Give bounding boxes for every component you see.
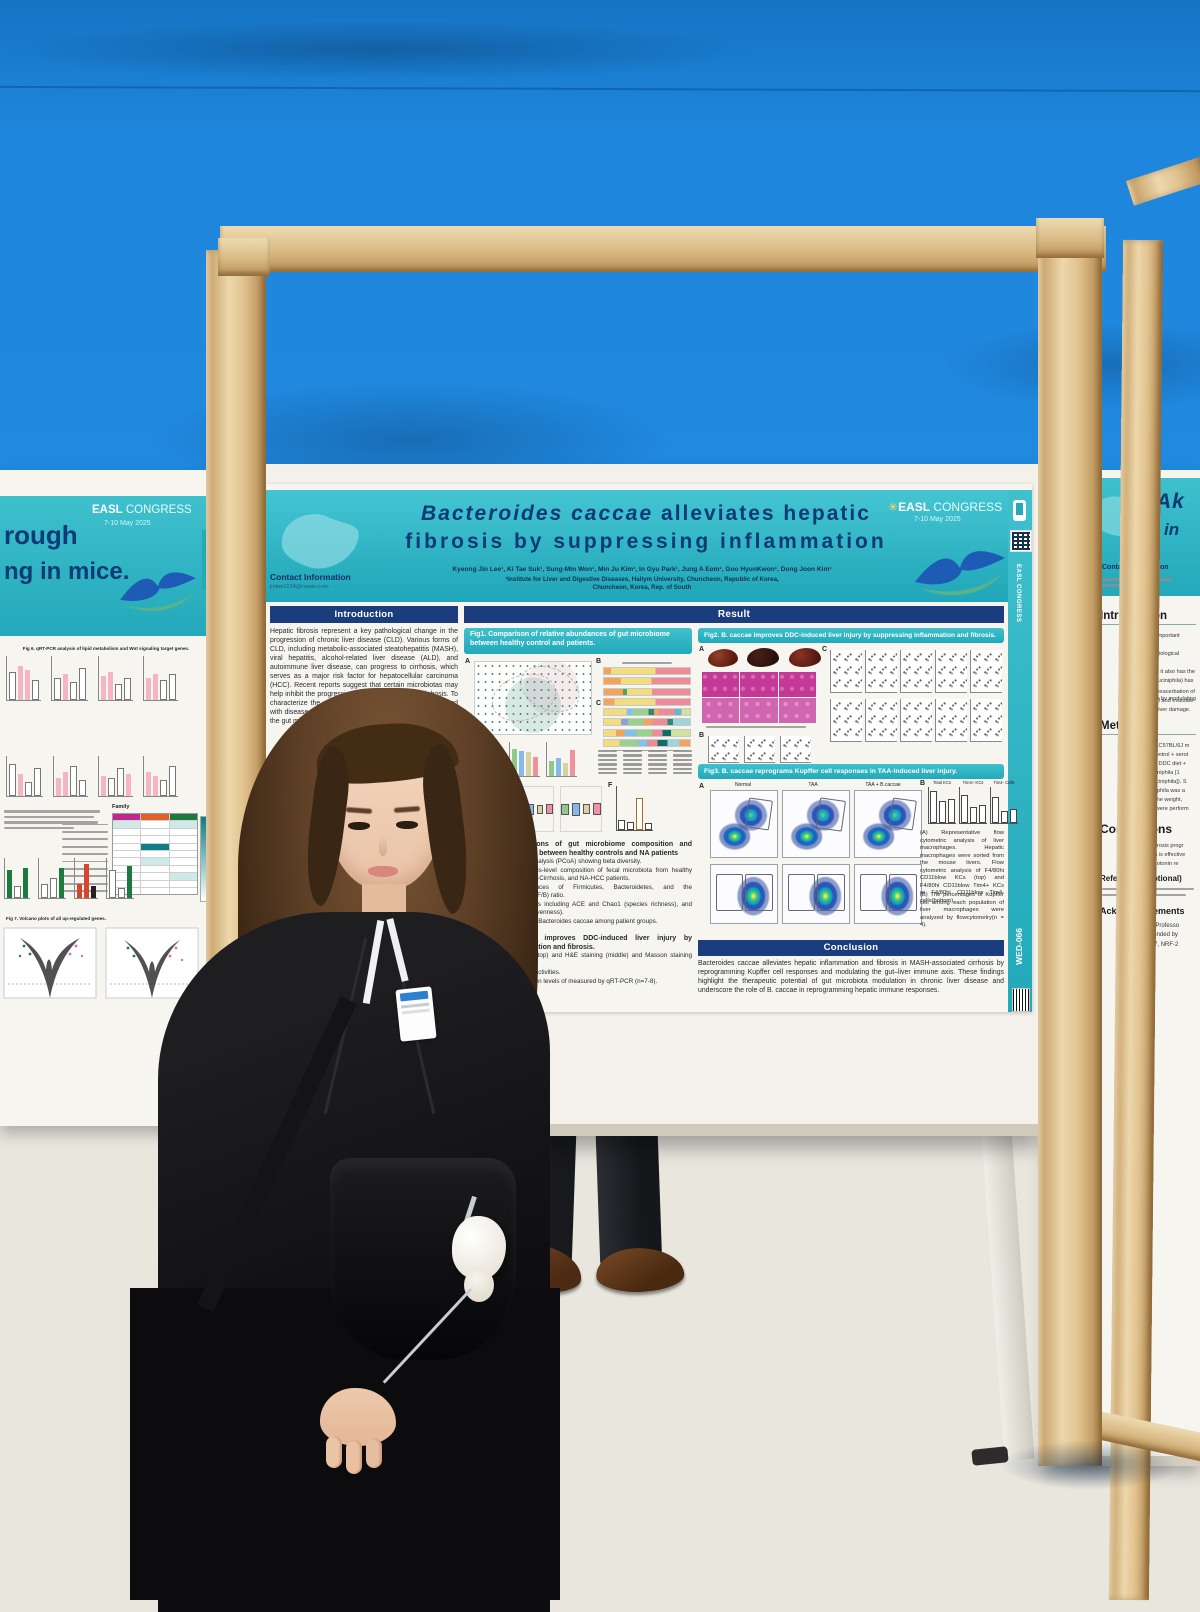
- fig3-panel-a-letter: A: [699, 783, 705, 790]
- fig2-panel-c-letter: C: [822, 646, 828, 653]
- easl-bird-logo: [915, 551, 1005, 596]
- conference-badge: [395, 986, 437, 1042]
- fig3-group-label-2: TAA: [808, 782, 818, 788]
- liver-watermark-icon: [281, 514, 359, 569]
- fig3-caption-b: (B) The percentages of Kupffer cell amon…: [920, 892, 1004, 929]
- poster-authors: Kyeong Jin Lee¹, Ki Tae Suk¹, Sung-Min W…: [452, 566, 832, 573]
- finger: [366, 1438, 382, 1468]
- left-eye: [348, 822, 370, 830]
- left-poster-board: EASL CONGRESS 7-10 May 2025 rough ng in …: [0, 470, 216, 1126]
- fig1-pcoa-plot: [474, 656, 592, 735]
- introduction-header: Introduction: [270, 606, 458, 623]
- left-poster-title-frag2: ng in mice.: [4, 558, 130, 585]
- fig2-panel-a-letter: A: [699, 646, 705, 653]
- stand-front-right-post: [1038, 226, 1102, 1466]
- fig3-kc-bars: Total KCs Tim4+ KCs Tim4- Cells: [928, 780, 1018, 824]
- conclusion-text: Bacteroides caccae alleviates hepatic in…: [698, 960, 1004, 994]
- fig1-panel-f-letter: F: [608, 782, 613, 789]
- fig7-caption: Fig 7. Volcano plots of all up-regulated…: [6, 916, 106, 921]
- nose: [379, 836, 387, 856]
- right-poster-title-frag1: Ak: [1156, 490, 1185, 513]
- fig3-panel-b-letter: B: [920, 780, 926, 787]
- heatmap-family-label: Family: [112, 804, 130, 810]
- fig1-genus-legend: [598, 750, 692, 775]
- figure1-caption-f: (F) Relative abundance of Bacteroides ca…: [464, 918, 658, 925]
- figure1-caption-a: (A) Principal coordinate analysis (PCoA)…: [464, 858, 642, 865]
- family-heatmap: [112, 813, 198, 896]
- figure1-caption-bc: (B–C) Phylum- and genus-level compositio…: [464, 867, 692, 883]
- fig1-panel-b-letter: B: [596, 658, 602, 665]
- right-ack-text: o thank Professo unity. Funded by 106044…: [1134, 923, 1180, 948]
- easl-congress-logo: EASL CONGRESS: [92, 504, 192, 516]
- poster-title-line1: Bacteroides caccae alleviates hepatic: [421, 502, 871, 525]
- fig2-qpcr-grid: [830, 650, 1002, 742]
- easl-congress-logo: ✳EASL CONGRESS: [888, 500, 1003, 514]
- fig3-flow-row-bottom: [710, 864, 922, 924]
- stand-rear-metal-leg: [981, 1129, 1035, 1461]
- figure1-caption-title: Figure 1. Comparisons of gut microbiome …: [464, 841, 692, 858]
- congress-dates: 7-10 May 2025: [914, 516, 961, 523]
- result-header: Result: [464, 606, 1004, 623]
- carpet-seam: [0, 85, 1200, 93]
- left-poster-title-frag1: rough: [4, 520, 78, 550]
- conclusion-header: Conclusion: [698, 940, 1004, 956]
- qr-code: [1010, 530, 1032, 552]
- congress-dates: 7-10 May 2025: [104, 520, 151, 527]
- edge-congress-text: EASL CONGRESS: [1015, 564, 1021, 623]
- fig1-bcaccae-bar-chart: [616, 786, 653, 831]
- left-bar-row1: [6, 656, 178, 701]
- volcano-plot-1: [3, 927, 97, 999]
- fig1-panel-a-letter: A: [465, 658, 471, 665]
- figure2-caption-c: (C)The relative transcription levels of …: [464, 978, 658, 985]
- poster-affiliation2: Chuncheon, Korea, Rep. of South: [592, 584, 692, 591]
- finger: [346, 1440, 362, 1474]
- fig2-panel-b-letter: B: [699, 732, 705, 739]
- lips: [368, 866, 398, 877]
- fig1-phylum-stacked-bars: [603, 662, 691, 711]
- right-aim-text: tified the exacerbation of use model and…: [1134, 689, 1195, 713]
- fig1-title-band: Fig1. Comparison of relative abundances …: [464, 628, 692, 654]
- right-post-cap: [1036, 218, 1104, 258]
- stand-top-beam: [220, 226, 1106, 272]
- left-bar-row2: [6, 756, 178, 797]
- fig3-title-band: Fig3. B. caccae reprograms Kupffer cell …: [698, 764, 1004, 779]
- left-post-cap: [218, 238, 270, 276]
- fig2-histology-grid: [702, 672, 816, 723]
- right-eye: [396, 821, 418, 829]
- fig2-plasma-plots: [708, 736, 811, 763]
- poster-title-line2: fibrosis by suppressing inflammation: [405, 530, 887, 553]
- volcano-plot-2: [105, 927, 199, 999]
- contact-label: Contact Information: [270, 572, 351, 582]
- fig3-group-label-1: Normal: [734, 782, 752, 788]
- badge-barcode: [1012, 988, 1030, 1012]
- fig2-title-band: Fig2. B. caccae improves DDC-induced liv…: [698, 628, 1004, 643]
- fig2-liver-photos: [708, 648, 821, 672]
- finger: [326, 1436, 342, 1468]
- right-poster-title-frag2: in: [1164, 520, 1180, 539]
- left-poster-header: EASL CONGRESS 7-10 May 2025 rough ng in …: [0, 496, 212, 636]
- fig3-caption-a: (A) Representative flow cytometric analy…: [920, 830, 1004, 904]
- fig3-group-label-3: TAA + B.caccae: [865, 782, 901, 788]
- poster-edge-strip: EASL CONGRESS WED-066: [1008, 490, 1032, 1012]
- left-bar-row3: [4, 858, 134, 899]
- poster-number-badge: WED-066: [1014, 928, 1024, 965]
- phone-icon: [1013, 500, 1026, 521]
- woman-presenter: [130, 688, 560, 1612]
- easl-bird-logo: [120, 572, 196, 611]
- left-text-block: [4, 810, 104, 829]
- fig3-flow-row-top: [710, 790, 922, 858]
- poster-header: Bacteroides caccae alleviates hepatic fi…: [262, 490, 1008, 602]
- fig1-genus-stacked-bars: [603, 705, 691, 752]
- contact-email: jinlee1134@naver.com: [270, 584, 329, 590]
- fig1-panel-c-letter: C: [596, 700, 602, 707]
- fig6-caption: Fig 6. qRT-PCR analysis of lipid metabol…: [22, 646, 190, 651]
- center-poster: EASL CONGRESS WED-066 Bacteroides caccae…: [262, 484, 1032, 1012]
- poster-affiliation1: ¹Institute for Liver and Digestive Disea…: [505, 576, 779, 583]
